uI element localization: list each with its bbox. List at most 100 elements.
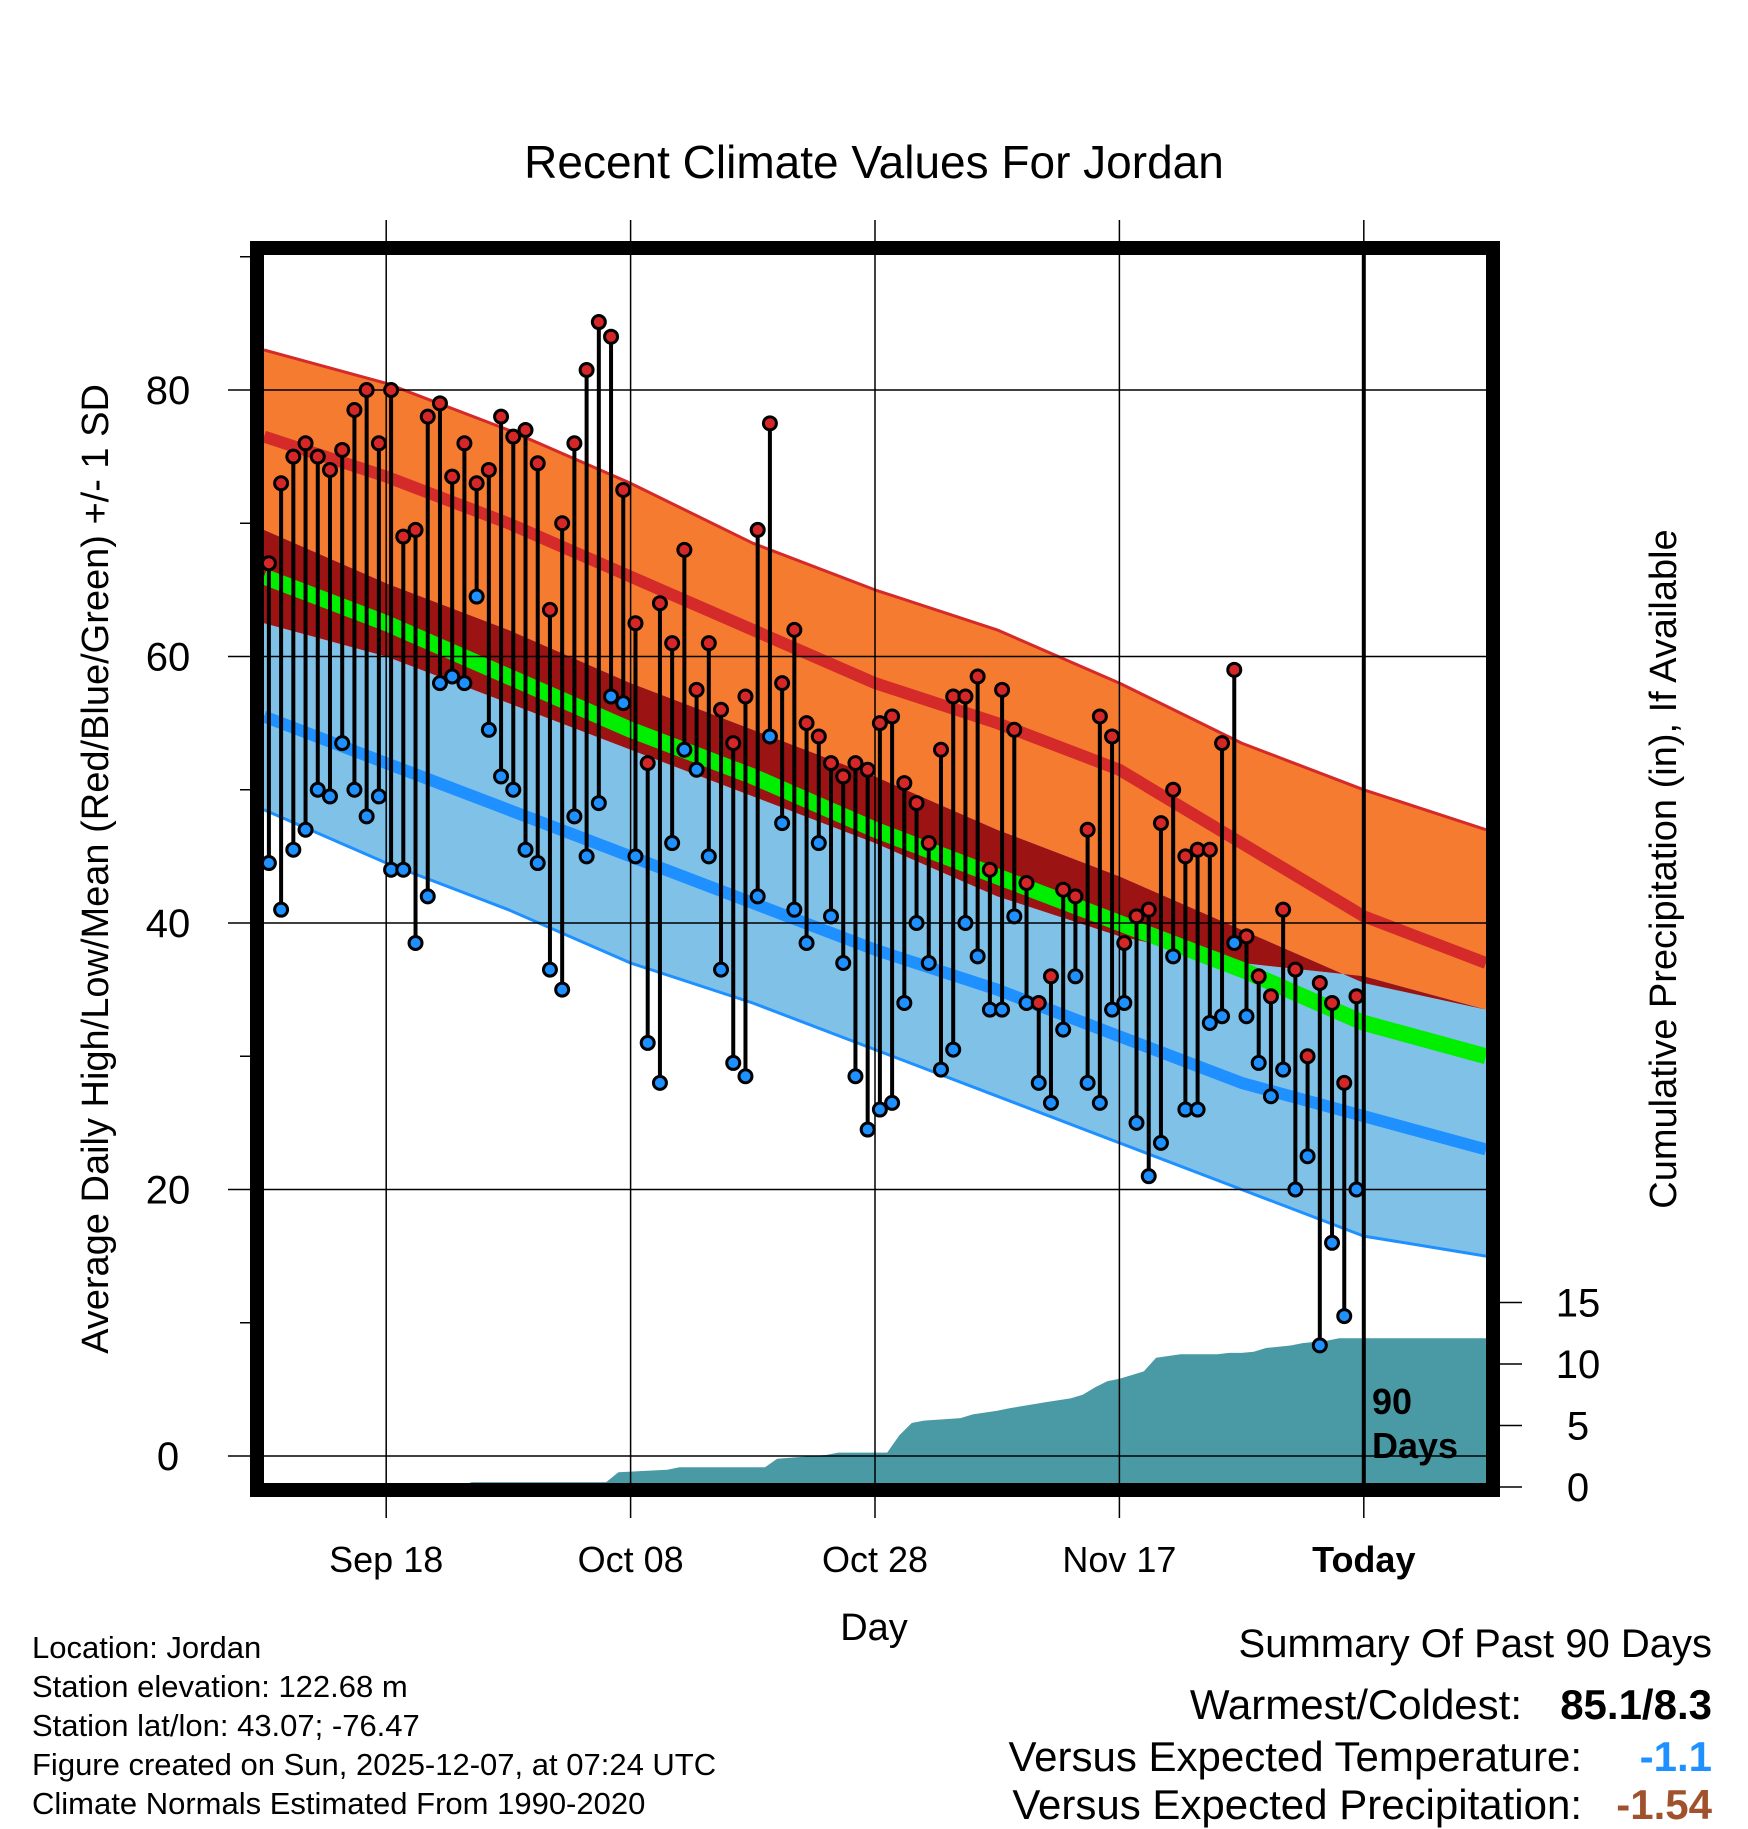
daily-high-point [969,668,986,685]
daily-low-point [884,1094,901,1111]
y-tick-label: 0 [157,1435,179,1479]
daily-high-point [700,635,717,652]
temp-anomaly-label: Versus Expected Temperature: [1008,1733,1582,1780]
daily-high-point [1348,988,1365,1005]
daily-high-point [884,708,901,725]
daily-low-point [1128,1114,1145,1131]
daily-low-point [761,728,778,745]
y-tick-label: 80 [146,369,191,413]
daily-low-point [264,855,277,872]
daily-low-point [896,994,913,1011]
daily-low-point [431,675,448,692]
y-tick-label: 60 [146,636,191,680]
station-info: Location: Jordan Station elevation: 122.… [32,1628,716,1823]
daily-low-point [737,1068,754,1085]
plot-frame [250,241,1500,1497]
daily-high-point [493,408,510,425]
daily-low-point [664,835,681,852]
daily-low-point [1250,1054,1267,1071]
daily-high-point [713,701,730,718]
y2-tick-label: 0 [1567,1466,1589,1510]
daily-low-point [1104,1001,1121,1018]
daily-high-point [431,395,448,412]
daily-high-point [1238,928,1255,945]
daily-low-point [920,954,937,971]
daily-high-point [529,455,546,472]
daily-high-point [1262,988,1279,1005]
elevation-text: Station elevation: 122.68 m [32,1669,408,1704]
daily-high-point [786,621,803,638]
daily-low-point [309,781,326,798]
daily-low-point [932,1061,949,1078]
daily-high-point [1006,721,1023,738]
daily-high-point [1275,901,1292,918]
daily-high-point [1177,848,1194,865]
daily-high-point [871,715,888,732]
daily-low-point [1226,934,1243,951]
daily-high-point [309,448,326,465]
temp-anomaly-value: -1.1 [1639,1733,1712,1780]
daily-high-point [541,601,558,618]
daily-low-point [1311,1337,1328,1354]
daily-low-point [578,848,595,865]
daily-low-point [273,901,290,918]
daily-high-point [737,688,754,705]
daily-high-point [566,435,583,452]
daily-high-point [1324,994,1341,1011]
precip-area [469,1338,1486,1483]
precip-anomaly-label: Versus Expected Precipitation: [1012,1781,1582,1828]
daily-high-point [273,475,290,492]
daily-low-point [871,1101,888,1118]
daily-high-point [1104,728,1121,745]
normals-text: Climate Normals Estimated From 1990-2020 [32,1786,646,1821]
daily-high-point [823,755,840,772]
daily-low-point [1275,1061,1292,1078]
daily-high-point [395,528,412,545]
daily-low-point [1006,908,1023,925]
daily-low-point [859,1121,876,1138]
daily-low-point [823,908,840,925]
summary-panel: Summary Of Past 90 Days Warmest/Coldest:… [1008,1622,1712,1829]
period-label-number: 90 [1372,1381,1412,1422]
daily-low-point [480,721,497,738]
daily-high-point [651,595,668,612]
daily-low-point [1079,1074,1096,1091]
daily-high-point [285,448,302,465]
period-label-days: Days [1372,1425,1458,1466]
daily-high-point [908,795,925,812]
daily-high-point [932,741,949,758]
daily-high-point [896,775,913,792]
daily-high-point [517,421,534,438]
x-tick-label: Oct 28 [822,1539,928,1580]
daily-low-point [346,781,363,798]
daily-high-point [1299,1048,1316,1065]
daily-low-point [847,1068,864,1085]
daily-low-point [529,855,546,872]
y2-tick-label: 5 [1567,1405,1589,1449]
daily-high-point [761,415,778,432]
daily-low-point [1116,994,1133,1011]
daily-low-point [297,821,314,838]
summary-warmest-row: Warmest/Coldest: 85.1/8.3 [1008,1681,1712,1729]
daily-low-point [285,841,302,858]
y-axis-label: Average Daily High/Low/Mean (Red/Blue/Gr… [75,384,117,1354]
daily-low-point [395,861,412,878]
daily-high-point [468,475,485,492]
daily-low-point [407,934,424,951]
daily-high-point [505,428,522,445]
daily-low-point [1140,1168,1157,1185]
daily-low-point [590,795,607,812]
daily-low-point [615,695,632,712]
daily-high-point [346,401,363,418]
daily-low-point [1287,1181,1304,1198]
daily-low-point [419,888,436,905]
daily-high-point [994,681,1011,698]
daily-high-point [1311,974,1328,991]
daily-low-point [774,815,791,832]
y-tick-label: 40 [146,902,191,946]
chart-title: Recent Climate Values For Jordan [524,136,1224,188]
daily-high-point [749,521,766,538]
daily-high-point [407,521,424,538]
daily-low-point [1091,1094,1108,1111]
daily-low-point [1042,1094,1059,1111]
